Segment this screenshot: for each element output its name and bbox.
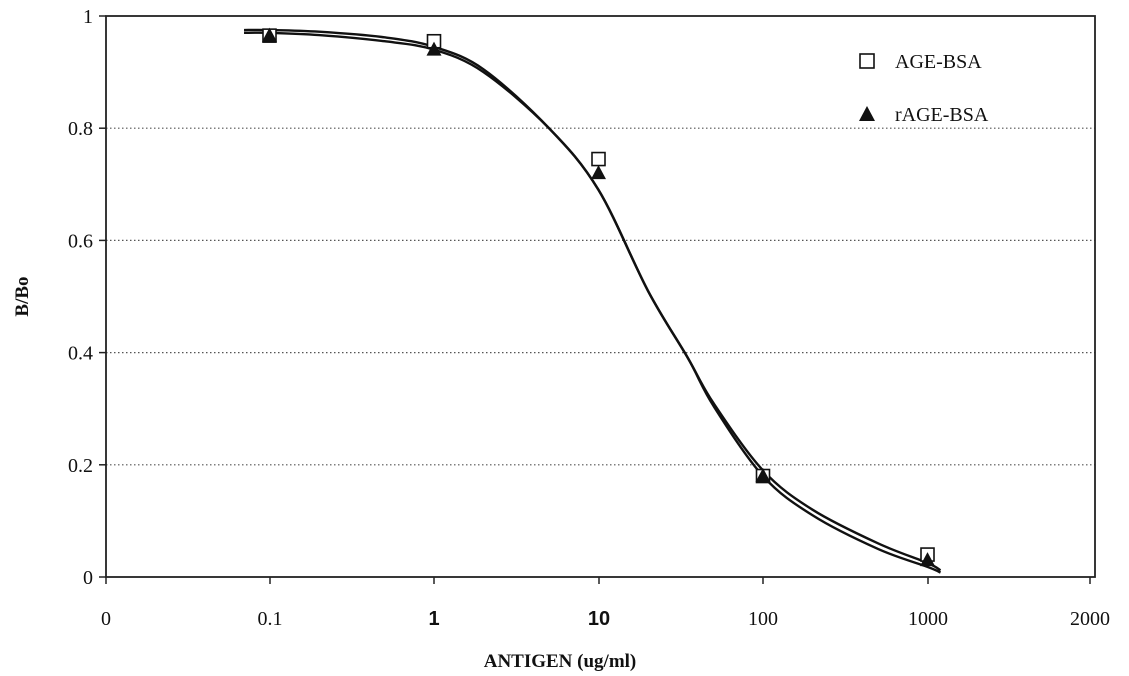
y-tick-label: 0.8	[68, 118, 93, 140]
plot-frame	[105, 15, 1096, 578]
y-tick-label: 0.2	[68, 455, 93, 477]
x-axis-title: ANTIGEN (ug/ml)	[484, 651, 637, 672]
legend-square-icon	[859, 53, 875, 69]
y-tick-label: 1	[83, 6, 93, 28]
x-tick-label: 1000	[908, 608, 948, 630]
y-axis-title: B/Bo	[12, 276, 33, 316]
rage-bsa-point	[426, 41, 442, 56]
x-tick-label: 100	[748, 608, 778, 630]
age-bsa-point	[591, 151, 606, 167]
rage-bsa-point	[591, 165, 606, 180]
legend-triangle-icon	[859, 106, 875, 121]
rage-bsa-point	[920, 552, 935, 567]
x-tick-label: 10	[588, 608, 610, 630]
x-tick-label: 0.1	[258, 608, 283, 630]
rage-bsa-point	[755, 468, 771, 483]
x-tick-label: 0	[101, 608, 111, 630]
x-tick-label: 2000	[1070, 608, 1110, 630]
fit-curve	[244, 31, 942, 574]
y-tick-label: 0.6	[68, 230, 93, 252]
y-tick-label: 0	[83, 567, 93, 589]
x-tick-label: 1	[428, 608, 439, 630]
y-tick-label: 0.4	[68, 343, 93, 365]
legend-label-rage-bsa: rAGE-BSA	[895, 104, 989, 126]
fit-curve	[244, 28, 942, 572]
legend-label-age-bsa: AGE-BSA	[895, 51, 982, 73]
rage-bsa-point	[262, 27, 277, 42]
